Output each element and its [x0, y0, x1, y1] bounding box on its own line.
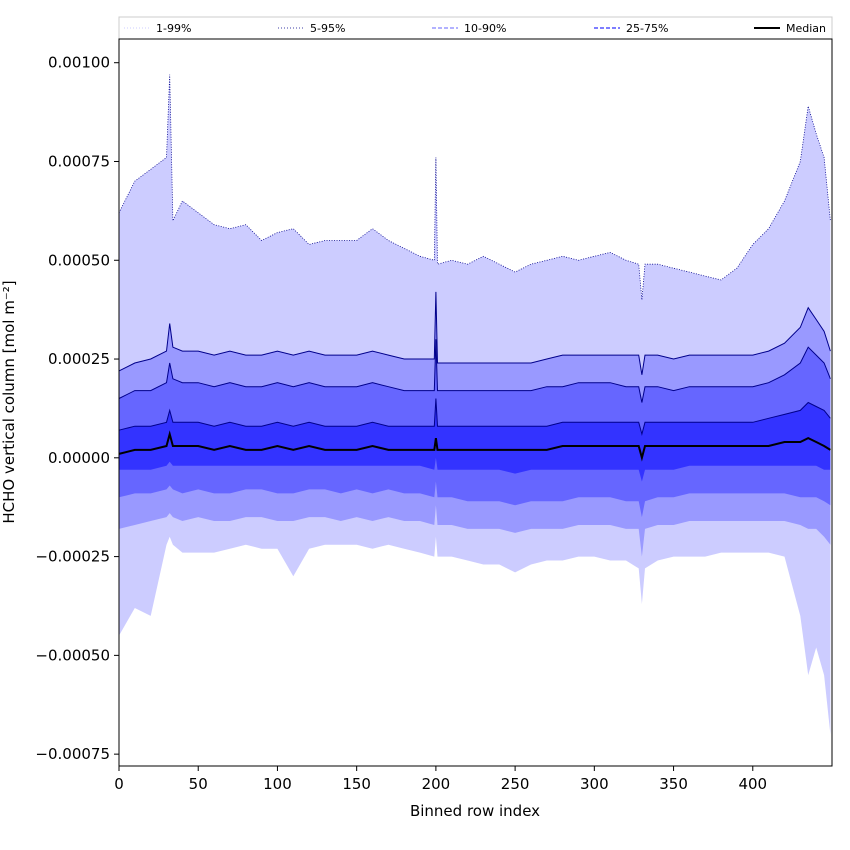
- x-axis-label: Binned row index: [410, 802, 540, 820]
- y-tick-label: 0.00075: [48, 152, 110, 170]
- legend-label-2: 5-95%: [310, 22, 345, 35]
- y-tick-label: 0.00050: [48, 251, 110, 269]
- x-tick-label: 200: [422, 775, 451, 793]
- x-tick-label: 100: [263, 775, 292, 793]
- band-25-75: [119, 398, 831, 482]
- percentile-bands: [119, 74, 831, 735]
- plot-frame: [118, 38, 833, 767]
- x-tick-label: 50: [189, 775, 208, 793]
- x-tick-label: 150: [342, 775, 371, 793]
- x-tick-label: 300: [580, 775, 609, 793]
- line-p75: [118, 398, 831, 437]
- y-tick-label: 0.00100: [48, 54, 110, 72]
- x-tick-label: 250: [501, 775, 530, 793]
- y-tick-label: −0.00025: [35, 548, 110, 566]
- x-tick-label: 350: [659, 775, 688, 793]
- line-p95: [118, 291, 831, 375]
- legend-entry-3: 10-90%: [432, 22, 506, 35]
- line-median: [118, 430, 831, 462]
- legend-entry-2: 5-95%: [278, 22, 345, 35]
- legend-entry-1: 1-99%: [124, 22, 191, 35]
- line-p90: [118, 339, 831, 403]
- y-tick-label: 0.00000: [48, 449, 110, 467]
- x-axis-ticks: 0 50 100 150 200 250 300 350 400: [114, 766, 767, 793]
- legend-label-5: Median: [786, 22, 826, 35]
- percentile-lines: [118, 74, 831, 462]
- y-tick-label: −0.00075: [35, 745, 110, 763]
- legend-entry-4: 25-75%: [594, 22, 668, 35]
- legend-label-4: 25-75%: [626, 22, 668, 35]
- y-axis-ticks: −0.00075 −0.00050 −0.00025 0.00000 0.00025 0.…: [35, 54, 119, 763]
- legend: 1-99% 5-95% 10-90% 25-75% Median: [118, 16, 833, 40]
- y-axis-label: HCHO vertical column [mol m⁻²]: [0, 280, 18, 523]
- x-tick-label: 0: [114, 775, 124, 793]
- x-tick-label: 400: [738, 775, 767, 793]
- legend-entry-5: Median: [754, 22, 826, 35]
- legend-label-1: 1-99%: [156, 22, 191, 35]
- y-tick-label: 0.00025: [48, 350, 110, 368]
- y-tick-label: −0.00050: [35, 646, 110, 664]
- legend-label-3: 10-90%: [464, 22, 506, 35]
